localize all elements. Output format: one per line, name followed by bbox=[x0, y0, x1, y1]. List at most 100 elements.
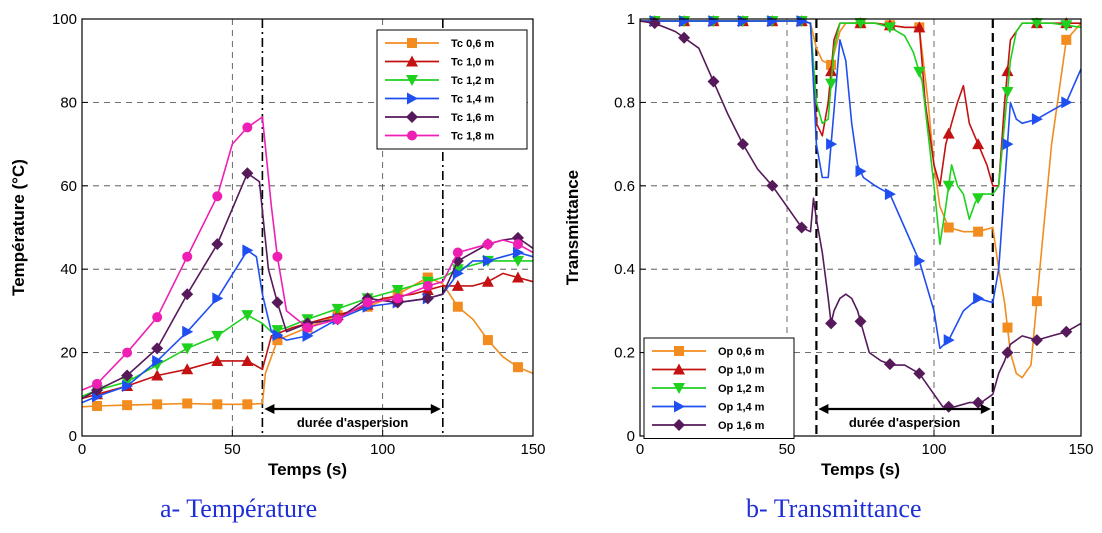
temperature-series-point-5 bbox=[512, 239, 523, 250]
transmittance-series-point-4 bbox=[678, 31, 691, 44]
temperature-chart-x-label: Temps (s) bbox=[268, 460, 347, 479]
temperature-legend-marker bbox=[406, 55, 418, 67]
transmittance-legend-marker bbox=[674, 346, 684, 356]
transmittance-series-point-3 bbox=[708, 15, 720, 28]
temperature-series-point-0 bbox=[272, 335, 283, 346]
temperature-annotation-arrowhead bbox=[264, 404, 275, 414]
temperature-series-point-5 bbox=[242, 122, 253, 133]
temperature-series-point-1 bbox=[481, 275, 494, 287]
transmittance-series-point-4 bbox=[913, 367, 926, 380]
transmittance-series-point-4 bbox=[648, 17, 661, 30]
transmittance-series-point-1 bbox=[942, 127, 955, 139]
temperature-series-point-2 bbox=[331, 303, 344, 315]
transmittance-chart-legend: Op 0,6 m Op 1,0 m Op 1,2 m Op 1,4 m Op 1,6 m bbox=[643, 337, 795, 439]
transmittance-series-point-0 bbox=[1002, 322, 1013, 333]
transmittance-series-point-4 bbox=[1030, 334, 1043, 347]
temperature-series-point-4 bbox=[241, 167, 254, 180]
transmittance-annotation-arrowhead bbox=[818, 404, 829, 414]
temperature-legend-marker bbox=[407, 130, 417, 141]
transmittance-series-point-2 bbox=[972, 193, 985, 205]
temperature-series-point-0 bbox=[92, 400, 103, 411]
transmittance-chart-frame bbox=[639, 18, 1082, 437]
transmittance-series-point-2 bbox=[1030, 18, 1043, 30]
temperature-y-tick-label: 0 bbox=[69, 428, 77, 445]
temperature-series-point-1 bbox=[241, 354, 254, 366]
transmittance-series-point-3 bbox=[943, 334, 955, 347]
transmittance-series-point-3 bbox=[796, 15, 808, 28]
temperature-series-point-5 bbox=[362, 297, 373, 308]
temperature-chart-frame bbox=[81, 18, 534, 437]
transmittance-series-line-1 bbox=[640, 20, 1081, 187]
transmittance-chart-annotation: durée d'aspersion bbox=[818, 404, 991, 430]
temperature-series-point-0 bbox=[152, 399, 163, 410]
transmittance-series-line-4 bbox=[639, 20, 1082, 408]
temperature-legend-label: Tc 1,2 m bbox=[451, 75, 494, 87]
temperature-annotation-label: durée d'aspersion bbox=[297, 415, 409, 430]
temperature-series-point-4 bbox=[421, 292, 434, 305]
temperature-legend-marker bbox=[406, 75, 418, 86]
temperature-series-point-2 bbox=[391, 285, 404, 297]
temperature-series-point-5 bbox=[152, 312, 163, 323]
transmittance-series-point-3 bbox=[1061, 96, 1073, 109]
temperature-annotation-arrowhead bbox=[430, 404, 441, 414]
temperature-series-point-4 bbox=[271, 296, 284, 309]
temperature-y-tick-label: 40 bbox=[60, 261, 77, 278]
transmittance-series-line-2 bbox=[640, 20, 1082, 245]
transmittance-series-point-1 bbox=[972, 138, 985, 150]
transmittance-series-point-0 bbox=[943, 222, 954, 233]
transmittance-series-point-3 bbox=[1002, 138, 1014, 151]
transmittance-series-point-4 bbox=[825, 317, 838, 330]
transmittance-x-tick-label: 150 bbox=[1068, 441, 1093, 458]
transmittance-series-point-4 bbox=[1060, 325, 1073, 338]
temperature-legend-marker bbox=[407, 38, 417, 48]
transmittance-series-point-3 bbox=[767, 15, 779, 28]
temperature-x-tick-label: 100 bbox=[370, 441, 395, 458]
temperature-series-point-1 bbox=[211, 354, 224, 366]
temperature-series-point-3 bbox=[152, 354, 164, 367]
temperature-x-tick-label: 50 bbox=[224, 441, 241, 458]
transmittance-y-tick-label: 0.2 bbox=[614, 345, 635, 362]
temperature-chart-legend: Tc 0,6 m Tc 1,0 m Tc 1,2 m Tc 1,4 m Tc 1,6 m… bbox=[376, 29, 528, 150]
transmittance-chart-series bbox=[639, 15, 1082, 413]
temperature-series-point-5 bbox=[272, 251, 283, 262]
transmittance-series-point-2 bbox=[1001, 86, 1014, 98]
transmittance-annotation-arrowhead bbox=[980, 404, 991, 414]
transmittance-series-point-2 bbox=[825, 78, 838, 90]
temperature-series-point-5 bbox=[452, 247, 463, 258]
temperature-x-tick-label: 0 bbox=[78, 441, 86, 458]
temperature-series-point-5 bbox=[332, 314, 343, 325]
transmittance-series-point-4 bbox=[942, 400, 955, 413]
temperature-legend-marker bbox=[407, 92, 418, 105]
temperature-series-point-3 bbox=[212, 292, 224, 305]
temperature-series-point-0 bbox=[452, 301, 463, 312]
transmittance-series-point-4 bbox=[883, 358, 896, 371]
transmittance-y-tick-label: 0.8 bbox=[614, 94, 635, 111]
temperature-y-tick-label: 60 bbox=[60, 178, 77, 195]
transmittance-series-point-0 bbox=[1061, 34, 1072, 45]
transmittance-chart: 0 50 100 150 0 0.2 0.4 0.6 0.8 1 durée d'aspersio… bbox=[563, 11, 1094, 479]
transmittance-series-point-2 bbox=[883, 22, 896, 34]
transmittance-legend-marker bbox=[673, 363, 685, 375]
transmittance-series-point-4 bbox=[854, 315, 867, 328]
temperature-series-point-2 bbox=[181, 343, 194, 355]
transmittance-series-point-4 bbox=[736, 138, 749, 151]
transmittance-chart-ticks: 0 50 100 150 0 0.2 0.4 0.6 0.8 1 bbox=[614, 11, 1093, 458]
transmittance-series-point-4 bbox=[766, 179, 779, 192]
temperature-series-point-1 bbox=[151, 369, 164, 381]
transmittance-series-point-2 bbox=[1060, 20, 1073, 32]
temperature-series-point-3 bbox=[182, 325, 194, 338]
temperature-legend-marker bbox=[406, 111, 418, 123]
temperature-series-point-5 bbox=[212, 191, 223, 202]
temperature-series-point-0 bbox=[122, 400, 133, 411]
transmittance-legend-marker bbox=[674, 400, 685, 413]
temperature-series-point-4 bbox=[451, 254, 464, 267]
transmittance-series-point-1 bbox=[825, 65, 838, 77]
transmittance-series-point-4 bbox=[1001, 346, 1014, 359]
transmittance-series-line-3 bbox=[640, 20, 1082, 350]
temperature-caption: a- Température bbox=[160, 494, 318, 523]
temperature-x-tick-label: 150 bbox=[520, 441, 545, 458]
transmittance-series-point-3 bbox=[679, 15, 691, 28]
temperature-series-point-5 bbox=[182, 251, 193, 262]
